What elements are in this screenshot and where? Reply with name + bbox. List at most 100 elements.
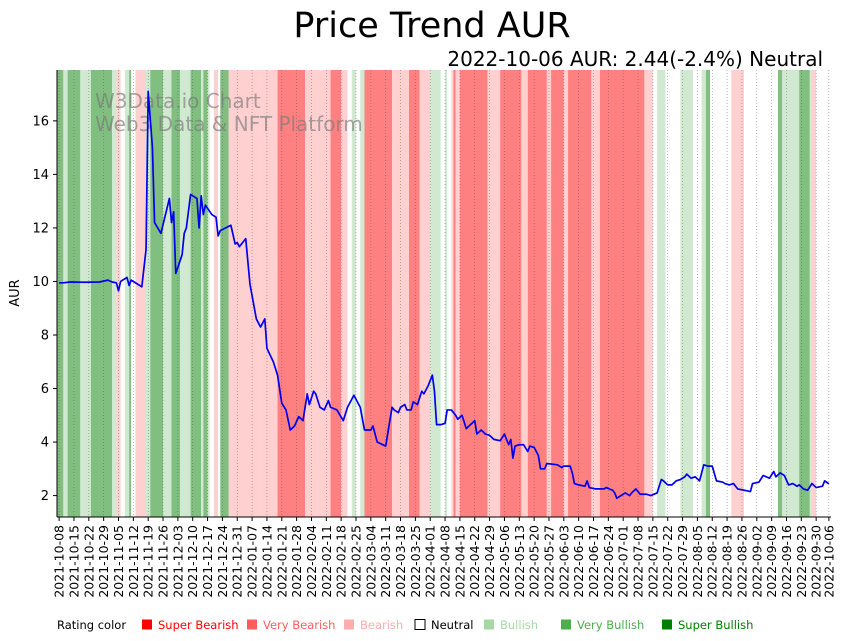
x-tick-label: 2021-10-22 [81,525,96,598]
x-tick-label: 2022-03-11 [378,525,393,598]
x-tick-label: 2022-04-08 [438,525,453,598]
rating-band-very-bearish [527,70,547,517]
rating-band-bearish [341,70,348,517]
rating-band-bullish [430,70,441,517]
x-tick-label: 2022-02-04 [304,525,319,598]
rating-band-neutral [447,70,452,517]
rating-band-bullish [809,70,812,517]
rating-band-neutral [218,70,221,517]
legend-label-super-bullish: Super Bullish [678,618,753,632]
x-tick-label: 2022-09-30 [809,525,824,598]
x-tick-label: 2022-06-03 [556,525,571,598]
rating-band-neutral [652,70,658,517]
rating-band-very-bullish [777,70,783,517]
x-tick-label: 2021-11-05 [111,525,126,598]
legend-label-bullish: Bullish [500,618,538,632]
rating-band-very-bearish [459,70,488,517]
x-tick-label: 2021-11-19 [141,525,156,598]
x-tick-label: 2022-05-27 [541,525,556,598]
x-tick-label: 2022-01-28 [289,525,304,598]
rating-band-neutral [665,70,681,517]
x-tick-label: 2022-04-29 [482,525,497,598]
x-tick-label: 2022-09-09 [764,525,779,598]
x-tick-label: 2022-08-19 [720,525,735,598]
y-tick-label: 8 [41,328,49,343]
rating-band-very-bearish [453,70,456,517]
rating-band-bullish [207,70,210,517]
rating-band-neutral [120,70,125,517]
rating-band-neutral [693,70,702,517]
x-tick-label: 2021-10-08 [52,525,67,598]
rating-band-bearish [487,70,501,517]
x-tick-label: 2021-11-12 [126,525,141,598]
rating-band-bullish [146,70,151,517]
legend-label-very-bearish: Very Bearish [263,618,335,632]
x-tick-label: 2022-01-21 [274,525,289,598]
rating-band-very-bearish [364,70,393,517]
x-tick-label: 2022-01-14 [259,525,274,598]
x-tick-label: 2022-08-05 [690,525,705,598]
rating-band-bearish [451,70,454,517]
rating-band-bearish [521,70,528,517]
x-tick-label: 2021-10-29 [96,525,111,598]
rating-band-bullish [201,70,204,517]
rating-band-bearish [135,70,147,517]
rating-band-neutral [356,70,361,517]
x-tick-label: 2022-03-18 [393,525,408,598]
rating-band-very-bearish [330,70,342,517]
rating-band-neutral [347,70,352,517]
y-tick-label: 12 [32,221,49,236]
legend-swatch-super-bearish [142,619,152,630]
rating-band-very-bearish [500,70,522,517]
rating-band-very-bullish [129,70,132,517]
x-tick-label: 2022-05-06 [497,525,512,598]
x-tick-label: 2022-10-06 [821,525,836,598]
legend-swatch-neutral [414,619,426,630]
x-tick-label: 2022-04-22 [467,525,482,598]
rating-band-bearish [546,70,552,517]
x-tick-label: 2022-07-15 [645,525,660,598]
x-tick-label: 2022-05-13 [512,525,527,598]
chart-subtitle: 2022-10-06 AUR: 2.44(-2.4%) Neutral [447,47,823,71]
rating-band-bearish [731,70,745,517]
x-axis: 2021-10-08 2021-10-15 2021-10-22 2021-10-29… [52,517,836,598]
legend-swatch-very-bullish [561,619,571,630]
rating-band-neutral [131,70,136,517]
rating-band-bearish [228,70,261,517]
x-tick-label: 2022-02-25 [348,525,363,598]
rating-band-very-bullish [171,70,180,517]
rating-band-very-bullish [799,70,810,517]
x-tick-label: 2022-07-08 [631,525,646,598]
x-tick-label: 2022-08-26 [734,525,749,598]
rating-band-very-bearish [409,70,420,517]
rating-band-bearish [419,70,431,517]
legend-swatch-bullish [484,619,494,630]
x-tick-label: 2022-08-12 [705,525,720,598]
legend-title: Rating color [57,618,126,632]
rating-band-very-bullish [90,70,113,517]
rating-band-very-bearish [277,70,306,517]
rating-band-bearish [116,70,121,517]
x-tick-label: 2022-05-20 [527,525,542,598]
rating-band-bearish [213,70,219,517]
rating-band-bullish [701,70,706,517]
x-tick-label: 2022-01-07 [245,525,260,598]
x-gridlines [58,70,830,517]
x-tick-label: 2022-04-01 [423,525,438,598]
x-tick-label: 2022-07-29 [675,525,690,598]
rating-band-neutral [816,70,831,517]
rating-band-bearish [455,70,460,517]
price-line [59,90,830,500]
y-tick-label: 16 [32,114,49,129]
x-tick-label: 2022-02-11 [319,525,334,598]
rating-band-neutral [710,70,732,517]
rating-band-bullish [179,70,191,517]
x-tick-label: 2022-03-25 [408,525,423,598]
x-tick-label: 2021-12-17 [200,525,215,598]
rating-band-bearish [644,70,653,517]
watermark-line-1: W3Data.io Chart [95,89,261,113]
rating-band-very-bearish [568,70,592,517]
rating-bands [57,70,831,517]
rating-legend: Rating color Super Bearish Very Bearish Bea… [57,618,753,632]
